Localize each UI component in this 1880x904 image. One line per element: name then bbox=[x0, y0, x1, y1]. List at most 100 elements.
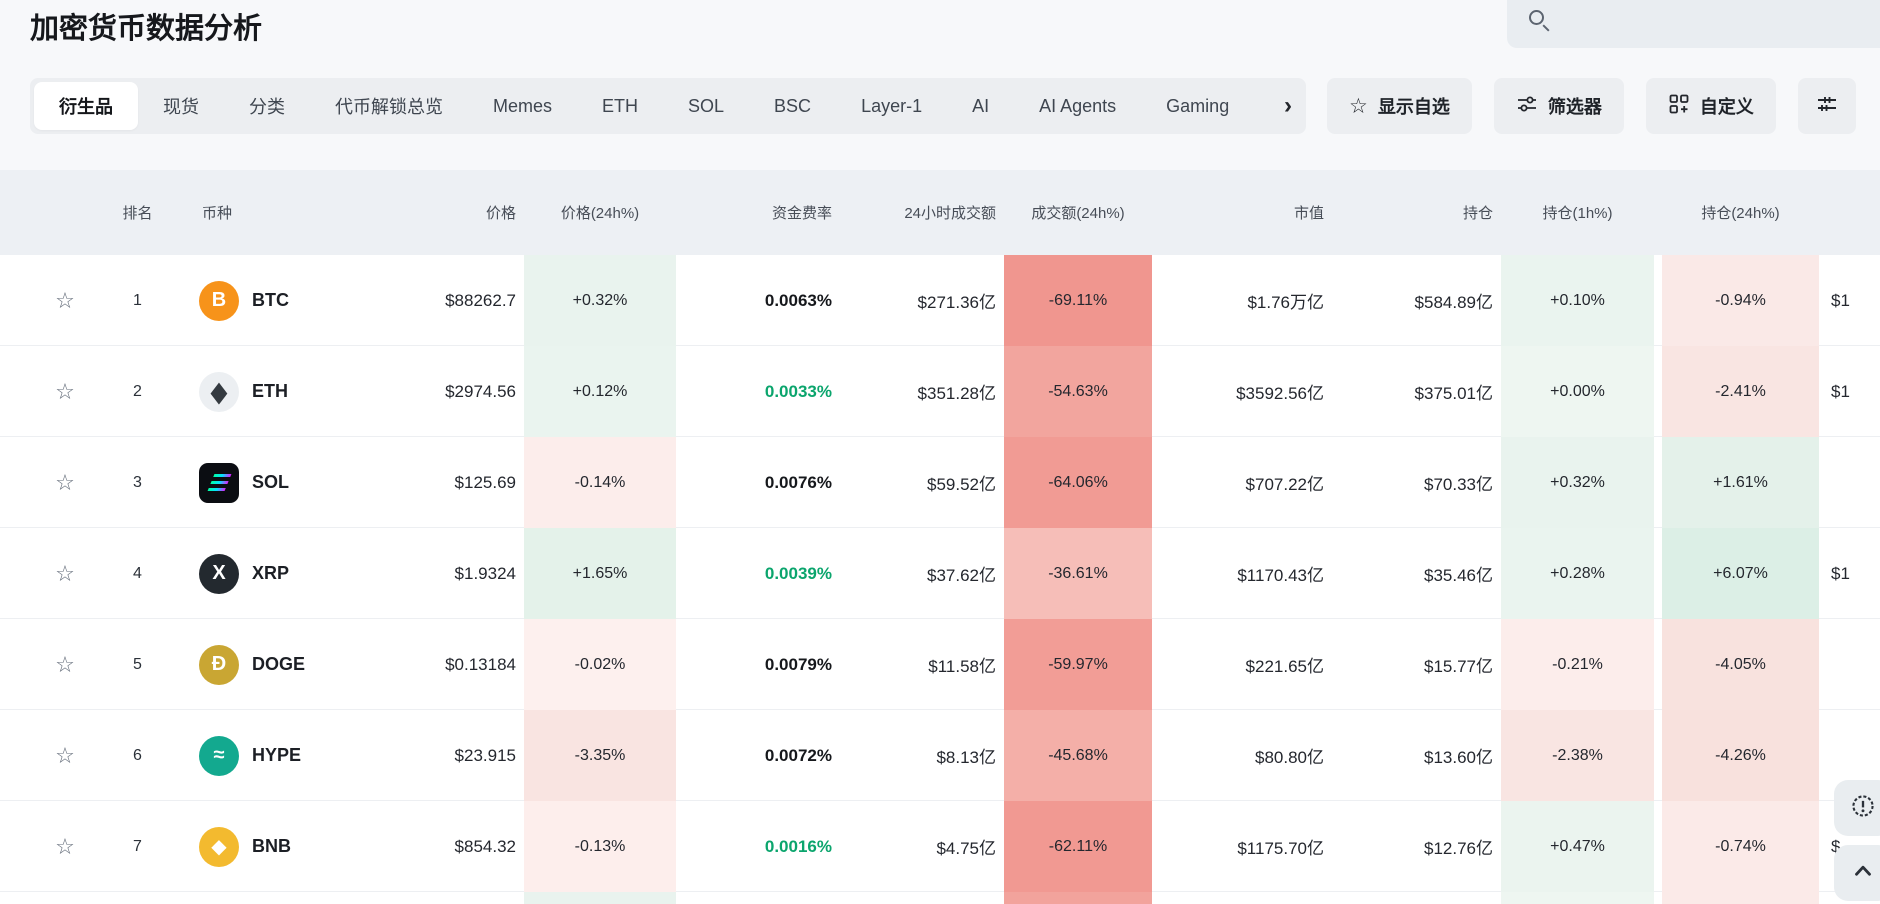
open-interest-value: $584.89亿 bbox=[1414, 293, 1493, 312]
oi-24h-change-value: -2.41% bbox=[1662, 346, 1819, 437]
oi-1h-change-value bbox=[1501, 892, 1654, 904]
oi-24h-change-value: -4.26% bbox=[1662, 710, 1819, 801]
oi-1h-change-value: +0.47% bbox=[1501, 801, 1654, 892]
price-change-24h-value: -0.14% bbox=[524, 437, 676, 528]
star-icon: ☆ bbox=[55, 560, 75, 586]
filter-label: 筛选器 bbox=[1547, 97, 1602, 117]
price-value: $2974.56 bbox=[445, 381, 516, 401]
next-column-partial-value: $1 bbox=[1831, 563, 1850, 583]
search-input[interactable] bbox=[1507, 0, 1880, 48]
volume-change-24h-value: -62.11% bbox=[1004, 801, 1152, 892]
favorite-star-button[interactable]: ☆ bbox=[30, 652, 100, 678]
star-icon: ☆ bbox=[1349, 94, 1368, 118]
chevron-right-icon[interactable]: › bbox=[1284, 92, 1292, 119]
oi-1h-change-value: -0.21% bbox=[1501, 619, 1654, 710]
toolbar: ☆ 显示自选 筛选器 自定义 bbox=[1327, 78, 1856, 134]
coin-symbol: HYPE bbox=[252, 745, 302, 765]
rank-value: 1 bbox=[133, 291, 142, 309]
open-interest-value: $12.76亿 bbox=[1424, 839, 1493, 858]
next-column-partial-value: $1 bbox=[1831, 290, 1850, 310]
volume-change-24h-value: -69.11% bbox=[1004, 255, 1152, 346]
table-row[interactable]: ☆ 5 Ð DOGE $0.13184 -0.02% 0.0079% $11.5… bbox=[0, 619, 1880, 710]
header-price[interactable]: 价格 bbox=[485, 205, 516, 222]
tab-sol[interactable]: SOL bbox=[688, 95, 725, 116]
favorite-star-button[interactable]: ☆ bbox=[30, 561, 100, 587]
coin-symbol: BTC bbox=[252, 290, 289, 310]
favorite-star-button[interactable]: ☆ bbox=[30, 379, 100, 405]
hype-icon: ≈ bbox=[199, 735, 239, 776]
table-row[interactable]: ☆ 1 B BTC $88262.7 +0.32% 0.0063% $271.3… bbox=[0, 255, 1880, 346]
table-row[interactable]: ☆ 7 ◆ BNB $854.32 -0.13% 0.0016% $4.75亿 … bbox=[0, 801, 1880, 892]
rank-value: 2 bbox=[133, 382, 142, 400]
star-icon: ☆ bbox=[55, 651, 75, 677]
table-row[interactable]: ☆ 2 ◆ ETH $2974.56 +0.12% 0.0033% $351.2… bbox=[0, 346, 1880, 437]
show-favorites-label: 显示自选 bbox=[1377, 97, 1450, 117]
customize-button[interactable]: 自定义 bbox=[1645, 78, 1776, 134]
star-icon: ☆ bbox=[55, 287, 75, 313]
alert-feedback-button[interactable] bbox=[1834, 780, 1880, 836]
funding-rate-value: 0.0072% bbox=[764, 745, 832, 765]
header-volume-change-24h[interactable]: 成交额(24h%) bbox=[1031, 205, 1125, 222]
adjustments-button[interactable] bbox=[1797, 78, 1856, 134]
tab-memes[interactable]: Memes bbox=[493, 95, 553, 116]
tab-分类[interactable]: 分类 bbox=[249, 97, 285, 117]
row-divider bbox=[0, 436, 1880, 437]
market-cap-value: $221.65亿 bbox=[1245, 657, 1324, 676]
coin-cell[interactable]: Ð DOGE bbox=[175, 644, 380, 685]
rank-value: 5 bbox=[133, 655, 142, 673]
header-volume-24h[interactable]: 24小时成交额 bbox=[904, 205, 996, 222]
tab-ai[interactable]: AI bbox=[972, 95, 990, 116]
volume-change-24h-value: -45.68% bbox=[1004, 710, 1152, 801]
header-coin[interactable]: 币种 bbox=[202, 205, 233, 222]
tab-bsc[interactable]: BSC bbox=[774, 95, 812, 116]
favorite-star-button[interactable]: ☆ bbox=[30, 834, 100, 860]
table-row[interactable]: ☆ 4 X XRP $1.9324 +1.65% 0.0039% $37.62亿… bbox=[0, 528, 1880, 619]
favorite-star-button[interactable]: ☆ bbox=[30, 743, 100, 769]
tab-ai-agents[interactable]: AI Agents bbox=[1039, 95, 1117, 116]
header-oi-1h[interactable]: 持仓(1h%) bbox=[1542, 205, 1613, 222]
coin-cell[interactable]: ◆ ETH bbox=[175, 371, 380, 412]
bnb-icon: ◆ bbox=[199, 826, 239, 867]
price-change-24h-value: -3.35% bbox=[524, 710, 676, 801]
tab-layer-1[interactable]: Layer-1 bbox=[861, 95, 923, 116]
price-change-24h-value: +0.12% bbox=[524, 346, 676, 437]
coin-cell[interactable]: SOL bbox=[175, 462, 380, 503]
show-favorites-button[interactable]: ☆ 显示自选 bbox=[1327, 78, 1472, 134]
header-funding-rate[interactable]: 资金费率 bbox=[771, 205, 832, 222]
open-interest-value: $70.33亿 bbox=[1424, 475, 1493, 494]
favorite-star-button[interactable]: ☆ bbox=[30, 470, 100, 496]
oi-24h-change-value bbox=[1662, 892, 1819, 904]
coin-cell[interactable]: ◆ BNB bbox=[175, 826, 380, 867]
volume-24h-value: $351.28亿 bbox=[917, 384, 996, 403]
oi-1h-change-value: +0.00% bbox=[1501, 346, 1654, 437]
coin-cell[interactable]: ≈ HYPE bbox=[175, 735, 380, 776]
table-row-partial[interactable]: ☆ bbox=[0, 892, 1880, 904]
price-change-24h-value: +0.32% bbox=[524, 255, 676, 346]
table-row[interactable]: ☆ 6 ≈ HYPE $23.915 -3.35% 0.0072% $8.13亿… bbox=[0, 710, 1880, 801]
tab-衍生品[interactable]: 衍生品 bbox=[34, 82, 138, 130]
table-row[interactable]: ☆ 3 SOL $125.69 -0.14% 0.0076% $59.52亿 -… bbox=[0, 437, 1880, 528]
tab-eth[interactable]: ETH bbox=[602, 95, 639, 116]
open-interest-value: $13.60亿 bbox=[1424, 748, 1493, 767]
coin-cell[interactable]: B BTC bbox=[175, 280, 380, 321]
favorite-star-button[interactable]: ☆ bbox=[30, 288, 100, 314]
header-rank[interactable]: 排名 bbox=[122, 205, 153, 222]
star-icon: ☆ bbox=[55, 833, 75, 859]
scroll-to-top-button[interactable] bbox=[1834, 845, 1880, 901]
coin-cell[interactable]: X XRP bbox=[175, 553, 380, 594]
volume-change-24h-value: -64.06% bbox=[1004, 437, 1152, 528]
tab-代币解锁总览[interactable]: 代币解锁总览 bbox=[335, 97, 443, 117]
row-divider bbox=[0, 345, 1880, 346]
header-price-change-24h[interactable]: 价格(24h%) bbox=[560, 205, 640, 222]
tab-现货[interactable]: 现货 bbox=[163, 97, 199, 117]
header-oi-24h[interactable]: 持仓(24h%) bbox=[1701, 205, 1780, 222]
crypto-table: 排名 币种 价格 价格(24h%) 资金费率 24小时成交额 成交额(24h%)… bbox=[0, 170, 1880, 904]
header-market-cap[interactable]: 市值 bbox=[1293, 205, 1324, 222]
tab-gaming[interactable]: Gaming bbox=[1166, 95, 1230, 116]
header-open-interest[interactable]: 持仓 bbox=[1462, 205, 1493, 222]
price-value: $88262.7 bbox=[445, 290, 516, 310]
row-divider bbox=[0, 709, 1880, 710]
price-value: $1.9324 bbox=[454, 563, 516, 583]
chevron-up-icon bbox=[1850, 858, 1876, 889]
filter-button[interactable]: 筛选器 bbox=[1493, 78, 1624, 134]
